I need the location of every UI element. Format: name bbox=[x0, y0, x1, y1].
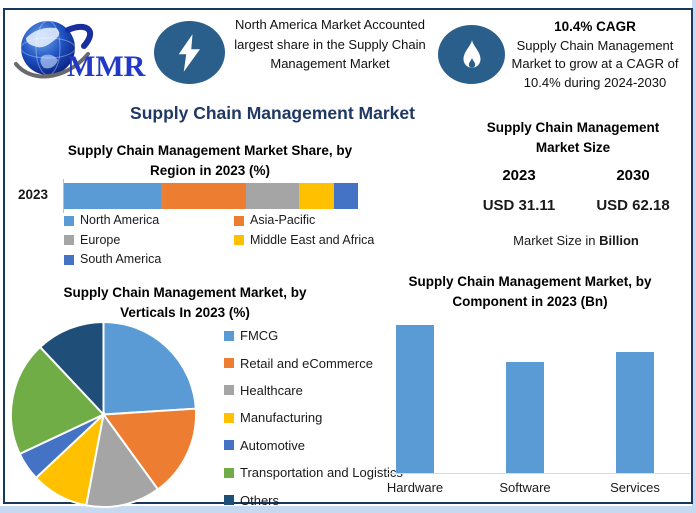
pie-slice-healthcare bbox=[84, 412, 160, 508]
bar-label-software: Software bbox=[499, 480, 551, 495]
legend-label: Transportation and Logistics bbox=[240, 465, 403, 481]
lightning-badge bbox=[154, 21, 225, 84]
logo-text: MMR bbox=[67, 50, 146, 83]
region-axis-line bbox=[63, 179, 64, 213]
region-segment-asia-pacific bbox=[161, 183, 247, 209]
region-segment-middle-east-and-africa bbox=[299, 183, 335, 209]
caption-bold: Billion bbox=[599, 233, 639, 248]
legend-label: Manufacturing bbox=[240, 410, 323, 426]
value-2030: USD 62.18 bbox=[596, 197, 670, 214]
globe-icon: MMR bbox=[14, 20, 146, 83]
legend-label: Asia-Pacific bbox=[250, 213, 316, 227]
region-chart-title: Supply Chain Management Market Share, by… bbox=[67, 143, 353, 178]
bar-software bbox=[506, 362, 544, 473]
legend-label: Automotive bbox=[240, 437, 306, 453]
region-category-label: 2023 bbox=[17, 187, 49, 202]
legend-swatch-middle-east-and-africa bbox=[234, 235, 244, 246]
legend-swatch-transportation-and-logistics bbox=[224, 467, 234, 478]
flame-icon bbox=[463, 38, 480, 68]
bar-label-hardware: Hardware bbox=[386, 480, 444, 495]
legend-swatch-retail-and-ecommerce bbox=[224, 358, 234, 369]
legend-label: Healthcare bbox=[240, 382, 303, 398]
flame-badge bbox=[438, 25, 505, 84]
pie-slice-transportation-and-logistics bbox=[10, 345, 106, 456]
component-chart-title: Supply Chain Management Market, by Compo… bbox=[408, 274, 652, 309]
bar-services bbox=[616, 352, 654, 473]
legend-label: FMCG bbox=[240, 328, 279, 344]
caption-text: Market Size in bbox=[513, 233, 600, 248]
legend-item-manufacturing: Manufacturing bbox=[224, 404, 403, 431]
legend-swatch-asia-pacific bbox=[234, 215, 244, 226]
verticals-pie bbox=[10, 320, 198, 508]
legend-label: Europe bbox=[80, 232, 121, 247]
highlight-left-text: North America Market Accounted largest s… bbox=[234, 17, 426, 71]
bar-label-services: Services bbox=[610, 480, 660, 495]
right-accent-strip bbox=[692, 0, 696, 513]
legend-item-retail-and-ecommerce: Retail and eCommerce bbox=[224, 349, 403, 376]
verticals-chart-title: Supply Chain Management Market, by Verti… bbox=[63, 285, 307, 320]
legend-item-transportation-and-logistics: Transportation and Logistics bbox=[224, 459, 403, 486]
legend-swatch-europe bbox=[64, 235, 74, 246]
legend-swatch-others bbox=[224, 495, 234, 506]
legend-item-north-america: North America bbox=[64, 211, 234, 231]
legend-label: South America bbox=[80, 252, 162, 266]
legend-label: Retail and eCommerce bbox=[240, 355, 373, 371]
year-2023: 2023 bbox=[502, 167, 536, 184]
lightning-bolt-icon bbox=[178, 33, 200, 72]
page-title: Supply Chain Management Market bbox=[130, 103, 415, 123]
legend-item-automotive: Automotive bbox=[224, 432, 403, 459]
bottom-accent-strip bbox=[0, 506, 696, 513]
component-baseline bbox=[388, 473, 690, 474]
legend-item-south-america: South America bbox=[64, 250, 234, 270]
mmr-logo: MMR bbox=[12, 12, 152, 92]
highlight-right-text: 10.4% CAGR Supply Chain Management Marke… bbox=[499, 17, 691, 93]
legend-item-others: Others bbox=[224, 486, 403, 513]
year-2030: 2030 bbox=[616, 167, 650, 184]
market-size-caption: Market Size in Billion bbox=[462, 233, 690, 248]
legend-swatch-fmcg bbox=[224, 330, 234, 341]
legend-item-asia-pacific: Asia-Pacific bbox=[234, 211, 379, 231]
legend-item-fmcg: FMCG bbox=[224, 322, 403, 349]
legend-item-middle-east-and-africa: Middle East and Africa bbox=[234, 231, 379, 251]
legend-label: Others bbox=[240, 492, 280, 508]
component-column-hardware bbox=[360, 325, 470, 473]
bar-hardware bbox=[396, 325, 434, 473]
component-labels: Hardware Software Services bbox=[360, 480, 690, 495]
pie-slice-others bbox=[38, 320, 105, 418]
legend-label: North America bbox=[80, 213, 160, 227]
legend-item-europe: Europe bbox=[64, 231, 234, 251]
region-legend: North America Asia-Pacific Europe Middle Ea… bbox=[64, 211, 379, 270]
region-segment-south-america bbox=[334, 183, 358, 209]
market-size-title: Supply Chain Management Market Size bbox=[486, 120, 660, 155]
region-segment-europe bbox=[246, 183, 300, 209]
verticals-legend: FMCG Retail and eCommerce Healthcare Manufa… bbox=[224, 322, 403, 513]
component-column-software bbox=[470, 362, 580, 473]
cagr-body: Supply Chain Management Market to grow a… bbox=[511, 37, 679, 91]
legend-label: Middle East and Africa bbox=[250, 232, 375, 247]
region-segment-north-america bbox=[64, 183, 162, 209]
value-2023: USD 31.11 bbox=[482, 197, 556, 214]
legend-swatch-north-america bbox=[64, 215, 74, 226]
component-column-services bbox=[580, 352, 690, 473]
market-size-values: USD 31.11 USD 62.18 bbox=[462, 197, 690, 214]
legend-swatch-south-america bbox=[64, 254, 74, 265]
component-columns bbox=[360, 303, 690, 473]
legend-swatch-healthcare bbox=[224, 385, 234, 396]
legend-swatch-manufacturing bbox=[224, 412, 234, 423]
pie-slice-retail-and-ecommerce bbox=[101, 407, 198, 491]
market-size-years: 2023 2030 bbox=[462, 167, 690, 184]
legend-item-healthcare: Healthcare bbox=[224, 377, 403, 404]
cagr-heading: 10.4% CAGR bbox=[554, 19, 636, 34]
legend-swatch-automotive bbox=[224, 440, 234, 451]
region-stacked-bar bbox=[64, 183, 358, 209]
pie-slice-fmcg bbox=[102, 320, 197, 416]
